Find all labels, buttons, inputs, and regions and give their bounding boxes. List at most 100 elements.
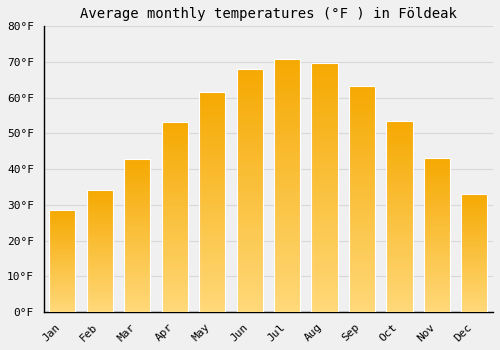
Bar (199, 176, 226, 180)
Bar (162, 213, 188, 217)
Bar (124, 223, 150, 226)
Bar (312, 267, 338, 272)
Bar (50, 251, 76, 253)
Bar (312, 212, 338, 217)
Bar (162, 126, 188, 130)
Bar (236, 190, 262, 195)
Bar (424, 247, 450, 250)
Bar (274, 130, 300, 135)
Bar (424, 281, 450, 284)
Bar (236, 215, 262, 220)
Bar (312, 262, 338, 267)
Bar (461, 194, 487, 312)
Bar (461, 270, 487, 272)
Bar (86, 300, 113, 302)
Bar (461, 295, 487, 298)
Bar (124, 257, 150, 260)
Bar (236, 69, 262, 312)
Bar (274, 170, 300, 176)
Bar (349, 108, 375, 113)
Bar (162, 232, 188, 236)
Bar (50, 229, 76, 231)
Bar (124, 290, 150, 294)
Bar (424, 269, 450, 272)
Bar (86, 190, 113, 192)
Bar (386, 120, 412, 124)
Bar (50, 298, 76, 300)
Bar (312, 207, 338, 212)
Bar (162, 137, 188, 141)
Bar (349, 158, 375, 163)
Bar (236, 239, 262, 244)
Bar (461, 194, 487, 196)
Bar (461, 293, 487, 295)
Bar (274, 95, 300, 100)
Bar (386, 285, 412, 289)
Bar (199, 255, 226, 259)
Bar (199, 145, 226, 149)
Bar (461, 258, 487, 260)
Bar (199, 136, 226, 141)
Bar (236, 84, 262, 89)
Bar (349, 276, 375, 280)
Bar (199, 308, 226, 312)
Bar (50, 271, 76, 273)
Bar (236, 161, 262, 166)
Bar (50, 210, 76, 212)
Bar (386, 304, 412, 308)
Bar (50, 234, 76, 237)
Bar (461, 222, 487, 224)
Bar (236, 113, 262, 118)
Bar (274, 100, 300, 105)
Bar (274, 261, 300, 266)
Bar (461, 217, 487, 220)
Bar (349, 231, 375, 235)
Bar (461, 298, 487, 300)
Bar (386, 239, 412, 243)
Bar (274, 85, 300, 90)
Bar (124, 181, 150, 183)
Bar (86, 297, 113, 300)
Bar (162, 297, 188, 301)
Bar (424, 179, 450, 182)
Bar (199, 198, 226, 202)
Bar (461, 255, 487, 258)
Bar (50, 279, 76, 281)
Bar (274, 115, 300, 120)
Bar (274, 120, 300, 125)
Bar (349, 145, 375, 149)
Bar (274, 287, 300, 292)
Bar (312, 138, 338, 142)
Bar (86, 224, 113, 226)
Bar (236, 210, 262, 215)
Bar (274, 201, 300, 206)
Bar (199, 299, 226, 303)
Bar (86, 248, 113, 251)
Bar (236, 98, 262, 103)
Bar (386, 216, 412, 220)
Bar (349, 289, 375, 294)
Bar (349, 131, 375, 136)
Bar (386, 174, 412, 178)
Bar (386, 124, 412, 128)
Bar (349, 194, 375, 199)
Bar (274, 191, 300, 196)
Bar (86, 231, 113, 234)
Bar (386, 167, 412, 170)
Bar (349, 267, 375, 271)
Bar (50, 304, 76, 306)
Bar (199, 110, 226, 114)
Bar (50, 247, 76, 249)
Bar (312, 222, 338, 227)
Bar (312, 162, 338, 167)
Bar (236, 195, 262, 200)
Bar (50, 241, 76, 243)
Bar (386, 159, 412, 163)
Bar (236, 69, 262, 74)
Bar (274, 70, 300, 75)
Bar (162, 148, 188, 152)
Bar (236, 264, 262, 268)
Bar (199, 259, 226, 264)
Bar (424, 191, 450, 195)
Bar (86, 285, 113, 287)
